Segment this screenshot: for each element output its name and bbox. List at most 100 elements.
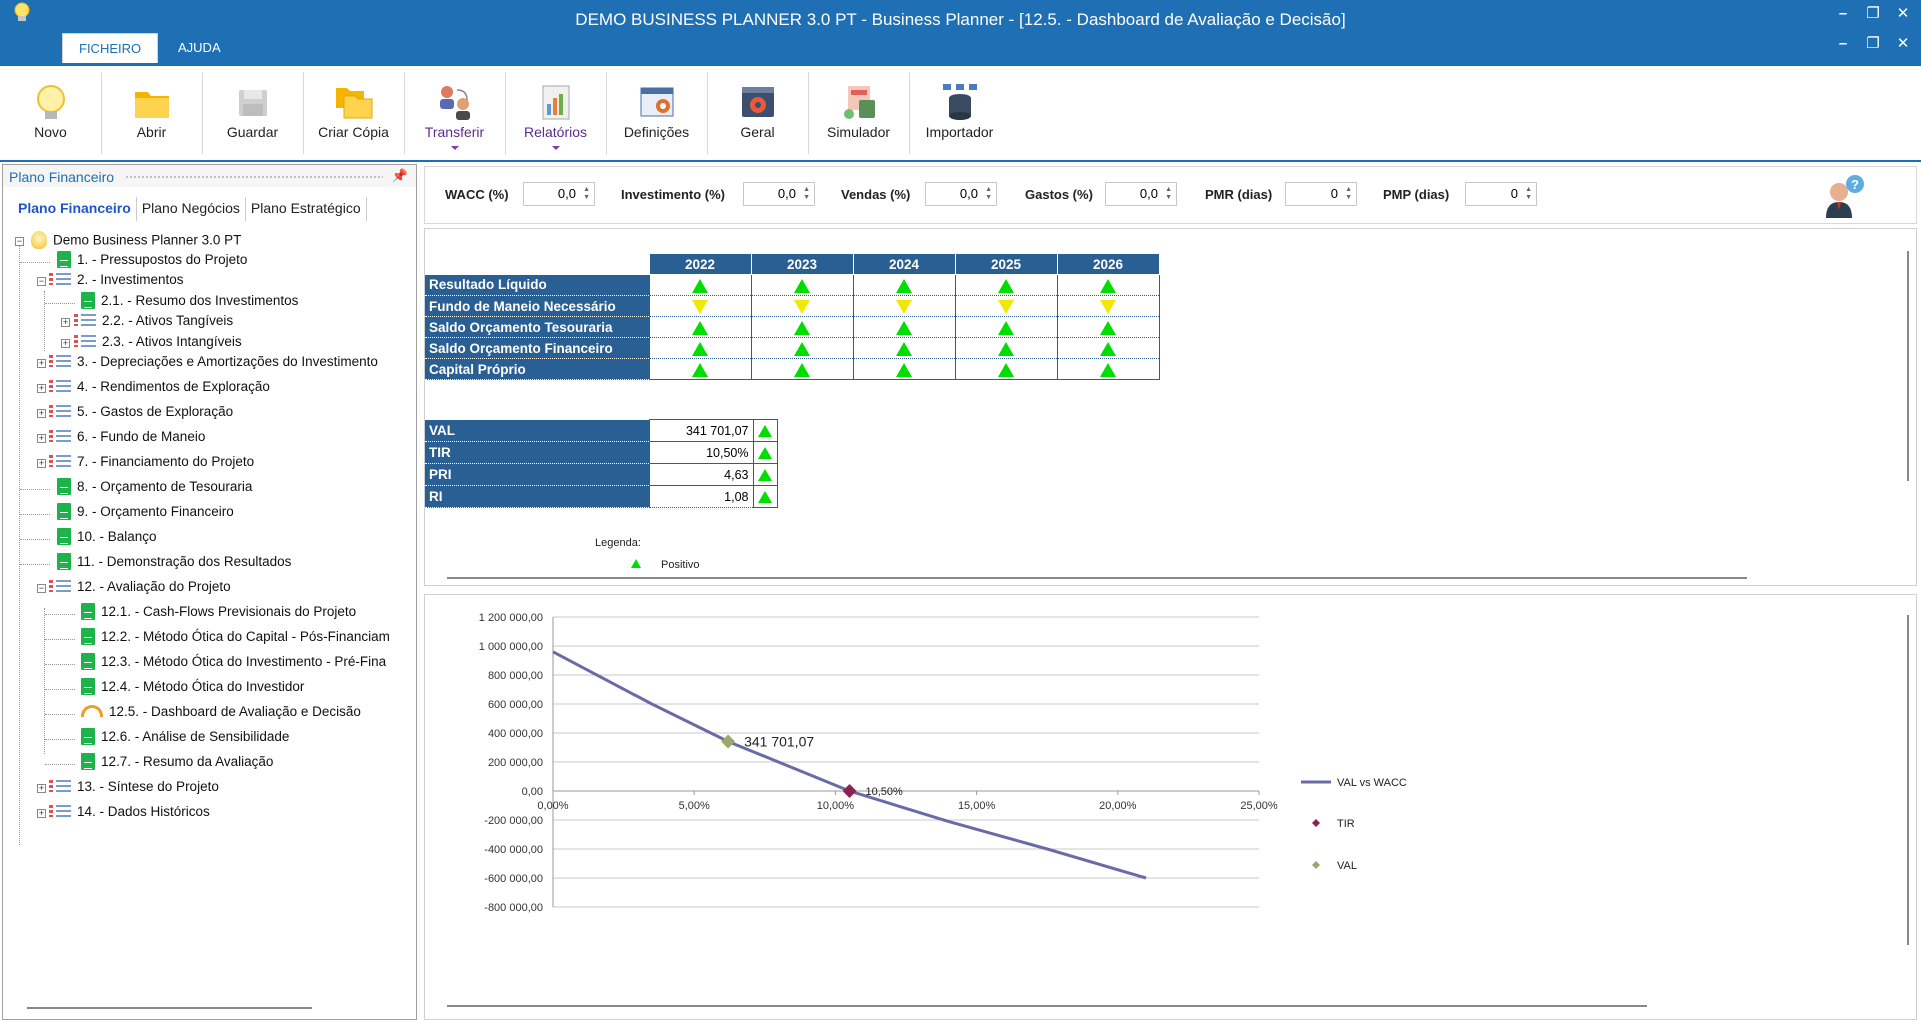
guardar-button[interactable]: Guardar <box>202 66 303 158</box>
tree-item-4[interactable]: 4. - Rendimentos de Exploração <box>49 378 270 400</box>
menu-tab-ficheiro[interactable]: FICHEIRO <box>62 33 159 63</box>
tree-expand-toggle[interactable]: + <box>37 458 46 468</box>
tree-item-11[interactable]: 11. - Demonstração dos Resultados <box>57 553 291 575</box>
doc-restore-button[interactable]: ❐ <box>1866 35 1880 52</box>
tree-item-12-7[interactable]: 12.7. - Resumo da Avaliação <box>81 753 273 775</box>
tree-item-12-4[interactable]: 12.4. - Método Ótica do Investidor <box>81 678 304 700</box>
indicator-cell <box>648 295 752 317</box>
tree-item-5[interactable]: 5. - Gastos de Exploração <box>49 403 233 425</box>
kpi-trend <box>752 485 778 508</box>
restore-button[interactable]: ❐ <box>1866 5 1880 22</box>
tree-item-8[interactable]: 8. - Orçamento de Tesouraria <box>57 478 252 500</box>
tree-item-root[interactable]: Demo Business Planner 3.0 PT <box>31 231 241 253</box>
trend-up-icon <box>692 320 708 335</box>
tree-expand-toggle[interactable]: + <box>61 317 70 327</box>
navigation-panel: Plano Financeiro 📌 Plano Financeiro Plan… <box>2 164 417 1020</box>
menu-tab-ajuda[interactable]: AJUDA <box>178 40 221 55</box>
pmp-stepper[interactable]: 0 ▲ ▼ <box>1465 182 1537 206</box>
kpi-value: 10,50% <box>648 441 754 464</box>
tree-expand-toggle[interactable]: + <box>61 338 70 348</box>
kpi-trend <box>752 463 778 486</box>
close-button[interactable]: ✕ <box>1896 5 1910 22</box>
tab-plano-estrategico[interactable]: Plano Estratégico <box>246 197 367 221</box>
pmr-stepper[interactable]: 0 ▲ ▼ <box>1285 182 1357 206</box>
definicoes-button[interactable]: Definições <box>606 66 707 158</box>
importador-button[interactable]: Importador <box>909 66 1010 158</box>
tree-item-12-5[interactable]: 12.5. - Dashboard de Avaliação e Decisão <box>81 703 361 725</box>
tree-item-1[interactable]: 1. - Pressupostos do Projeto <box>57 251 247 273</box>
tree-item-14[interactable]: 14. - Dados Históricos <box>49 803 210 825</box>
dashboard-vertical-scrollbar[interactable] <box>1907 251 1909 481</box>
investimento-stepper[interactable]: 0,0 ▲ ▼ <box>743 182 815 206</box>
transferir-button[interactable]: Transferir <box>404 66 505 158</box>
legend-up-icon <box>631 559 641 568</box>
year-header: 2023 <box>750 253 854 275</box>
doc-minimize-button[interactable]: – <box>1838 35 1848 52</box>
tree-item-13[interactable]: 13. - Síntese do Projeto <box>49 778 219 800</box>
tree-expand-toggle[interactable]: + <box>37 358 46 368</box>
sheet-icon <box>81 678 95 695</box>
help-user-icon[interactable]: ? <box>1818 172 1868 220</box>
panel-title: Plano Financeiro <box>9 169 115 185</box>
tree-item-2-1[interactable]: 2.1. - Resumo dos Investimentos <box>81 292 298 314</box>
tab-plano-financeiro[interactable]: Plano Financeiro <box>13 197 137 221</box>
geral-button[interactable]: Geral <box>707 66 808 158</box>
tree-collapse-toggle[interactable]: − <box>37 276 46 286</box>
tree-collapse-toggle[interactable]: − <box>15 236 24 246</box>
kpi-row: TIR 10,50% <box>425 441 778 464</box>
tree-item-12-6[interactable]: 12.6. - Análise de Sensibilidade <box>81 728 289 750</box>
indicator-cell <box>1056 316 1160 338</box>
y-tick-label: -400 000,00 <box>484 844 543 856</box>
indicator-cell <box>750 295 854 317</box>
tree-item-9[interactable]: 9. - Orçamento Financeiro <box>57 503 234 525</box>
sheet-icon <box>57 553 71 570</box>
tree-expand-toggle[interactable]: + <box>37 783 46 793</box>
tree-expand-toggle[interactable]: + <box>37 408 46 418</box>
minimize-button[interactable]: – <box>1838 5 1848 22</box>
tree-item-12-3[interactable]: 12.3. - Método Ótica do Investimento - P… <box>81 653 386 675</box>
sensitivity-params: WACC (%) 0,0 ▲ ▼ Investimento (%) 0,0 ▲ ▼ Ve… <box>424 166 1917 224</box>
kpi-label: PRI <box>425 463 649 486</box>
doc-close-button[interactable]: ✕ <box>1896 35 1910 52</box>
horizontal-scrollbar[interactable] <box>27 1007 312 1009</box>
reports-icon <box>542 85 569 120</box>
trend-up-icon <box>758 469 772 482</box>
chevron-down-icon[interactable] <box>551 146 560 150</box>
chevron-down-icon[interactable] <box>450 146 459 150</box>
tree-item-7[interactable]: 7. - Financiamento do Projeto <box>49 453 254 475</box>
tree-expand-toggle[interactable]: + <box>37 808 46 818</box>
x-tick-label: 0,00% <box>537 800 568 812</box>
abrir-button[interactable]: Abrir <box>101 66 202 158</box>
gastos-stepper[interactable]: 0,0 ▲ ▼ <box>1105 182 1177 206</box>
y-tick-label: 200 000,00 <box>488 757 543 769</box>
tree-item-10[interactable]: 10. - Balanço <box>57 528 157 550</box>
tab-plano-negocios[interactable]: Plano Negócios <box>137 197 246 221</box>
tree-collapse-toggle[interactable]: − <box>37 583 46 593</box>
chart-vertical-scrollbar[interactable] <box>1907 615 1909 945</box>
tree-item-2-3[interactable]: 2.3. - Ativos Intangíveis <box>74 333 242 355</box>
tree-expand-toggle[interactable]: + <box>37 383 46 393</box>
tree-item-12-1[interactable]: 12.1. - Cash-Flows Previsionais do Proje… <box>81 603 356 625</box>
tree-item-12-2[interactable]: 12.2. - Método Ótica do Capital - Pós-Fi… <box>81 628 390 650</box>
tree-item-3[interactable]: 3. - Depreciações e Amortizações do Inve… <box>49 353 378 375</box>
tree-item-2[interactable]: 2. - Investimentos <box>49 271 184 293</box>
simulador-button[interactable]: Simulador <box>808 66 909 158</box>
tree-item-12[interactable]: 12. - Avaliação do Projeto <box>49 578 231 600</box>
tree-item-2-2[interactable]: 2.2. - Ativos Tangíveis <box>74 312 233 334</box>
val-data-label: 341 701,07 <box>744 733 814 749</box>
wacc-stepper[interactable]: 0,0 ▲ ▼ <box>523 182 595 206</box>
panel-grip[interactable] <box>125 175 383 179</box>
dashboard-horizontal-scrollbar[interactable] <box>447 577 1747 579</box>
criar-copia-button[interactable]: Criar Cópia <box>303 66 404 158</box>
chart-horizontal-scrollbar[interactable] <box>447 1005 1647 1007</box>
tree-item-6[interactable]: 6. - Fundo de Maneio <box>49 428 205 450</box>
panel-header: Plano Financeiro 📌 <box>3 165 416 187</box>
year-header: 2025 <box>954 253 1058 275</box>
vendas-stepper[interactable]: 0,0 ▲ ▼ <box>925 182 997 206</box>
list-icon <box>49 779 71 793</box>
indicator-row-label: Resultado Líquido <box>425 274 649 296</box>
novo-button[interactable]: Novo <box>0 66 101 158</box>
relatorios-button[interactable]: Relatórios <box>505 66 606 158</box>
pin-icon[interactable]: 📌 <box>391 168 408 183</box>
tree-expand-toggle[interactable]: + <box>37 433 46 443</box>
